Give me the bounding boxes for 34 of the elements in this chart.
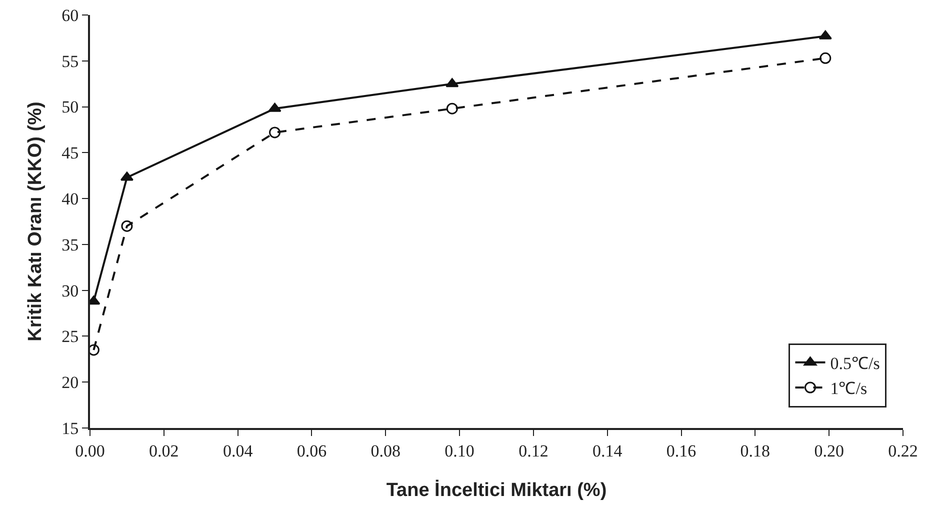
y-tick-label: 15 xyxy=(62,418,79,438)
legend-label: 0.5℃/s xyxy=(830,354,880,374)
point xyxy=(820,52,832,64)
x-tick-label: 0.12 xyxy=(518,441,548,460)
x-tick-label: 0.08 xyxy=(370,441,401,460)
point xyxy=(268,102,282,112)
y-tick-label: 20 xyxy=(62,373,79,392)
x-axis-title: Tane İnceltici Miktarı (%) xyxy=(386,479,607,501)
y-tick-label: 60 xyxy=(62,6,79,25)
y-tick-label: 25 xyxy=(62,327,79,346)
x-tick-label: 0.16 xyxy=(666,441,696,460)
point xyxy=(446,78,459,88)
legend-label: 1℃/s xyxy=(830,379,868,398)
y-tick-label: 55 xyxy=(62,52,79,71)
x-tick-label: 0.04 xyxy=(222,441,254,460)
x-tick-label: 0.06 xyxy=(296,441,327,460)
x-tick-label: 0.20 xyxy=(814,441,844,460)
point xyxy=(121,220,133,232)
x-tick-label: 0.02 xyxy=(149,441,179,460)
y-tick-label: 35 xyxy=(62,235,79,254)
x-tick-label: 0.00 xyxy=(75,441,105,460)
x-tick-label: 0.14 xyxy=(592,441,623,460)
x-tick-label: 0.10 xyxy=(444,441,474,460)
y-tick-label: 40 xyxy=(62,190,79,209)
x-tick-label: 0.18 xyxy=(740,441,770,460)
y-tick-label: 50 xyxy=(62,98,79,117)
point xyxy=(269,126,281,138)
y-axis-title: Kritik Katı Oranı (KKO) (%) xyxy=(25,102,46,342)
x-tick-label: 0.22 xyxy=(888,441,918,460)
y-tick-label: 30 xyxy=(62,281,79,300)
point xyxy=(120,172,134,181)
point xyxy=(446,102,458,114)
point xyxy=(818,30,832,40)
y-tick-label: 45 xyxy=(62,144,79,163)
